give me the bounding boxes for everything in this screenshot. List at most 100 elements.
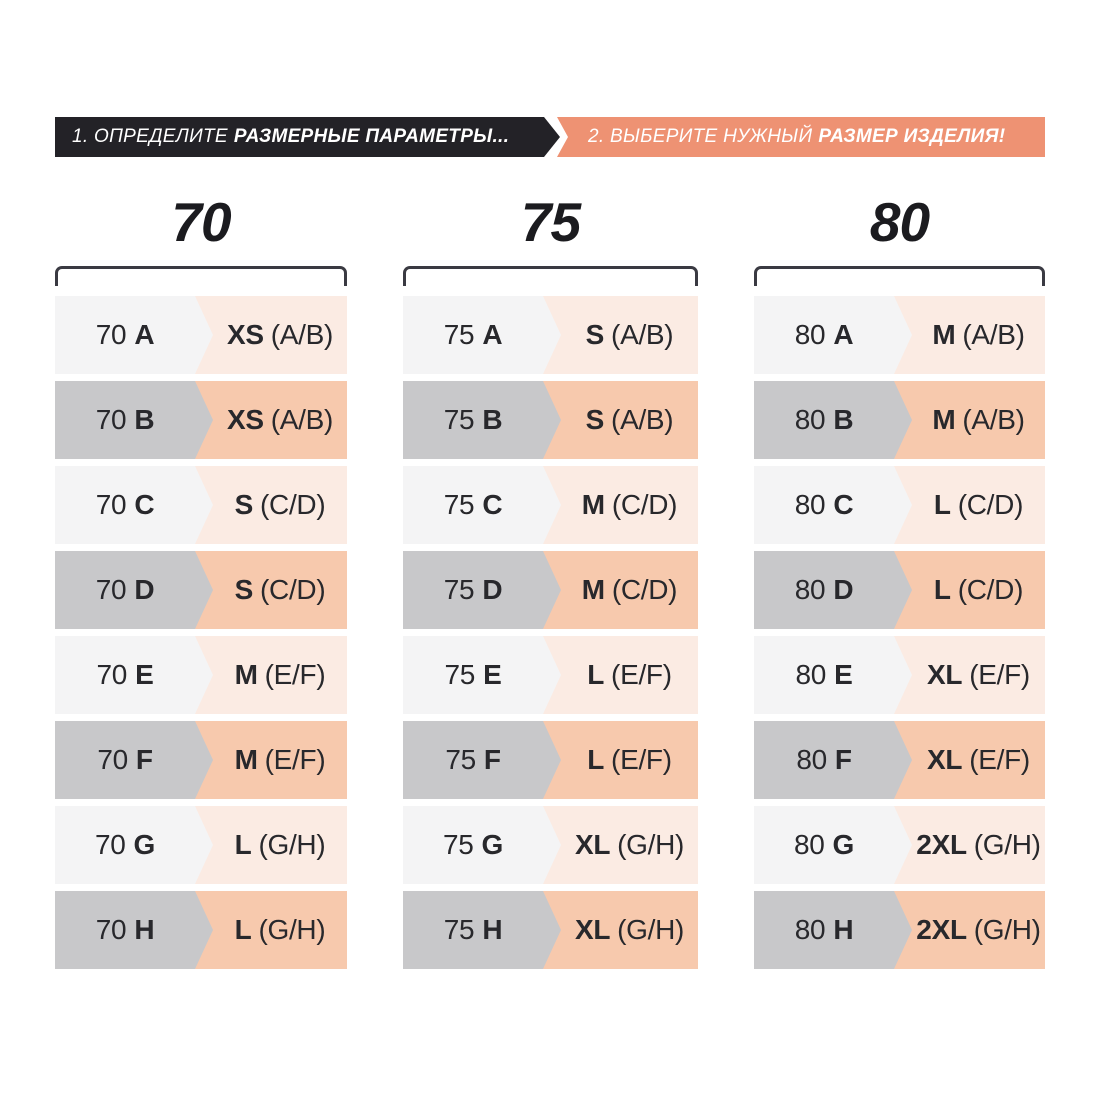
size-value: XL	[927, 659, 963, 690]
size-row: 75 A S (A/B)	[403, 296, 698, 374]
measurement-cell: 75 G	[403, 806, 561, 884]
size-cell: S (C/D)	[213, 551, 347, 629]
band-value: 80	[794, 319, 826, 350]
band-value: 80	[794, 574, 826, 605]
size-value: 2XL	[916, 829, 967, 860]
band-value: 80	[793, 829, 825, 860]
size-value: M	[932, 319, 956, 350]
band-header-75: 75	[520, 191, 581, 253]
size-row: 80 F XL (E/F)	[754, 721, 1045, 799]
band-value: 75	[443, 489, 475, 520]
size-value: M	[234, 744, 258, 775]
size-value: M	[581, 574, 605, 605]
cup-value: G	[133, 829, 156, 860]
rows-75: 75 A S (A/B) 75 B S (A/B) 75 C M (C/D) 75 D M (C/D) 75 E L…	[403, 296, 698, 969]
cup-value: A	[134, 319, 155, 350]
cup-value: D	[833, 574, 854, 605]
band-value: 70	[96, 659, 128, 690]
size-row: 80 C L (C/D)	[754, 466, 1045, 544]
size-value: L	[933, 489, 951, 520]
size-value: S	[234, 574, 254, 605]
size-row: 75 H XL (G/H)	[403, 891, 698, 969]
measurement-cell: 70 E	[55, 636, 213, 714]
size-value: S	[585, 404, 605, 435]
cup-value: E	[834, 659, 853, 690]
cup-range-value: (A/B)	[962, 319, 1025, 350]
size-row: 70 G L (G/H)	[55, 806, 347, 884]
measurement-cell: 80 E	[754, 636, 912, 714]
step1-emphasis: РАЗМЕРНЫЕ ПАРАМЕТРЫ...	[233, 126, 510, 147]
size-row: 75 C M (C/D)	[403, 466, 698, 544]
cup-range-value: (C/D)	[260, 489, 326, 520]
measurement-cell: 70 H	[55, 891, 213, 969]
size-cell: M (E/F)	[213, 721, 347, 799]
cup-range-value: (C/D)	[611, 489, 678, 520]
size-cell: XL (G/H)	[561, 806, 698, 884]
measurement-cell: 70 G	[55, 806, 213, 884]
size-value: XS	[226, 404, 264, 435]
measurement-cell: 80 G	[754, 806, 912, 884]
rows-70: 70 A XS (A/B) 70 B XS (A/B) 70 C S (C/D) 70 D S (C/D) 70…	[55, 296, 347, 969]
cup-range-value: (G/H)	[973, 829, 1041, 860]
cup-range-value: (G/H)	[258, 914, 326, 945]
size-row: 70 A XS (A/B)	[55, 296, 347, 374]
cup-value: A	[482, 319, 503, 350]
cup-range-value: (G/H)	[617, 914, 685, 945]
size-row: 70 E M (E/F)	[55, 636, 347, 714]
cup-value: C	[833, 489, 854, 520]
cup-range-value: (A/B)	[962, 404, 1025, 435]
cup-value: B	[833, 404, 854, 435]
size-value: XS	[226, 319, 264, 350]
size-row: 70 C S (C/D)	[55, 466, 347, 544]
size-cell: L (C/D)	[912, 466, 1045, 544]
size-row: 75 G XL (G/H)	[403, 806, 698, 884]
measurement-cell: 80 C	[754, 466, 912, 544]
band-value: 80	[794, 914, 826, 945]
measurement-cell: 70 F	[55, 721, 213, 799]
cup-value: F	[834, 744, 852, 775]
cup-range-value: (G/H)	[973, 914, 1041, 945]
size-row: 80 A M (A/B)	[754, 296, 1045, 374]
cup-range-value: (C/D)	[957, 489, 1024, 520]
size-row: 80 G 2XL (G/H)	[754, 806, 1045, 884]
cup-range-value: (E/F)	[264, 744, 326, 775]
band-value: 75	[443, 319, 475, 350]
size-row: 80 D L (C/D)	[754, 551, 1045, 629]
size-cell: S (A/B)	[561, 381, 698, 459]
step2-emphasis: РАЗМЕР ИЗДЕЛИЯ!	[818, 126, 1006, 147]
size-row: 80 B M (A/B)	[754, 381, 1045, 459]
size-value: M	[581, 489, 605, 520]
measurement-cell: 75 D	[403, 551, 561, 629]
column-band-75: 75 75 A S (A/B) 75 B S (A/B) 75 C M (C/D) 75 D M (C/D) 7…	[403, 185, 698, 976]
measurement-cell: 70 D	[55, 551, 213, 629]
measurement-cell: 70 B	[55, 381, 213, 459]
band-value: 70	[95, 404, 127, 435]
size-value: XL	[574, 914, 611, 945]
band-value: 80	[795, 659, 827, 690]
cup-value: H	[482, 914, 503, 945]
size-value: M	[932, 404, 956, 435]
cup-range-value: (C/D)	[611, 574, 678, 605]
size-cell: XL (G/H)	[561, 891, 698, 969]
measurement-cell: 70 C	[55, 466, 213, 544]
size-value: L	[587, 744, 605, 775]
measurement-cell: 80 B	[754, 381, 912, 459]
band-value: 70	[97, 744, 128, 775]
band-value: 70	[95, 489, 127, 520]
cup-range-value: (C/D)	[957, 574, 1024, 605]
size-row: 75 B S (A/B)	[403, 381, 698, 459]
cup-range-value: (A/B)	[270, 319, 334, 350]
band-value: 75	[443, 574, 475, 605]
band-value: 70	[95, 574, 127, 605]
band-value: 75	[443, 914, 475, 945]
size-row: 70 D S (C/D)	[55, 551, 347, 629]
size-cell: M (C/D)	[561, 466, 698, 544]
size-value: L	[933, 574, 951, 605]
cup-value: E	[135, 659, 154, 690]
size-cell: XL (E/F)	[912, 636, 1045, 714]
size-cell: XL (E/F)	[912, 721, 1045, 799]
cup-value: C	[134, 489, 155, 520]
cup-value: F	[135, 744, 153, 775]
cup-value: B	[482, 404, 503, 435]
cup-value: C	[482, 489, 503, 520]
